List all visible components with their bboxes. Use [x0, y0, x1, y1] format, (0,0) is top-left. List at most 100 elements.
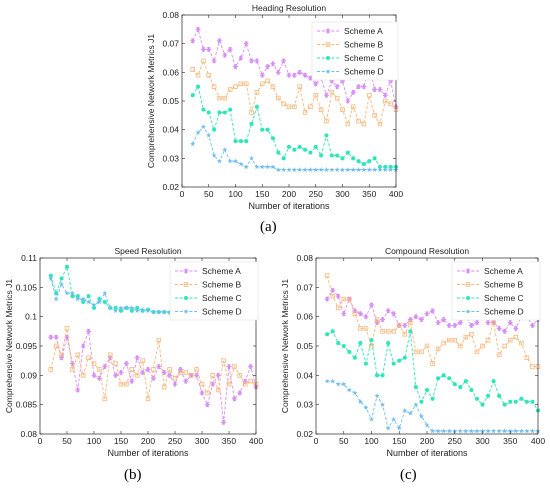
- data-point: [377, 87, 383, 93]
- data-point: [118, 381, 124, 387]
- data-point: [59, 276, 64, 281]
- data-point: [323, 92, 329, 98]
- data-point: [329, 78, 335, 84]
- legend-marker: [325, 55, 331, 61]
- y-tick-label: 0.03: [162, 153, 179, 163]
- data-point: [355, 167, 362, 173]
- data-point: [206, 46, 212, 52]
- data-point: [91, 372, 97, 378]
- data-point: [372, 87, 378, 93]
- y-tick-label: 0.1: [25, 312, 37, 322]
- data-point: [107, 305, 113, 311]
- legend-item: Scheme D: [175, 307, 242, 317]
- data-point: [227, 158, 233, 164]
- data-point: [226, 364, 232, 370]
- legend-label: Scheme B: [202, 280, 242, 290]
- data-point: [502, 402, 507, 407]
- data-point: [446, 428, 452, 434]
- x-tick-label: 50: [339, 436, 349, 446]
- y-axis-label: Comprehensive Network Metrics J1: [4, 279, 14, 413]
- data-point: [351, 156, 356, 161]
- data-point: [507, 337, 513, 343]
- data-point: [248, 378, 253, 384]
- data-point: [366, 167, 372, 173]
- data-point: [374, 317, 380, 322]
- data-point: [375, 373, 380, 378]
- data-point: [265, 127, 270, 132]
- data-point: [435, 320, 441, 326]
- y-tick-label: 0.02: [296, 429, 313, 439]
- legend: Scheme A Scheme B Scheme C Scheme D: [311, 21, 399, 81]
- x-tick-label: 250: [168, 436, 182, 446]
- data-point: [413, 314, 419, 320]
- data-point: [363, 326, 369, 331]
- data-point: [244, 139, 249, 144]
- legend-box: [169, 261, 259, 321]
- data-point: [413, 349, 419, 355]
- data-point: [452, 428, 458, 434]
- data-point: [118, 308, 124, 313]
- series-scheme-b: [48, 326, 259, 402]
- data-point: [210, 381, 216, 387]
- data-point: [297, 84, 302, 89]
- data-point: [367, 159, 372, 164]
- data-point: [210, 373, 216, 378]
- data-point: [339, 167, 346, 173]
- data-point: [281, 58, 287, 64]
- x-tick-label: 100: [364, 436, 378, 446]
- data-point: [227, 87, 233, 92]
- legend-label: Scheme C: [202, 293, 242, 303]
- data-point: [380, 329, 385, 334]
- data-point: [496, 325, 502, 331]
- data-point: [377, 121, 383, 127]
- data-point: [118, 369, 124, 375]
- series-line: [327, 380, 538, 432]
- data-point: [513, 428, 519, 434]
- series-scheme-d: [190, 124, 399, 173]
- data-point: [350, 167, 356, 173]
- data-point: [361, 121, 367, 127]
- data-point: [254, 164, 260, 170]
- y-tick-label: 0.04: [296, 370, 313, 380]
- data-point: [206, 72, 212, 78]
- data-point: [356, 159, 361, 164]
- data-point: [81, 299, 86, 305]
- data-point: [382, 92, 388, 98]
- data-point: [424, 343, 430, 349]
- data-point: [97, 367, 102, 372]
- legend-item: Scheme C: [457, 293, 524, 303]
- data-point: [302, 167, 308, 173]
- data-point: [48, 334, 54, 340]
- data-point: [388, 167, 394, 173]
- data-point: [519, 340, 524, 346]
- y-tick-label: 0.05: [296, 341, 313, 351]
- data-point: [341, 381, 347, 387]
- data-point: [324, 133, 329, 138]
- data-point: [233, 84, 238, 89]
- x-tick-label: 350: [222, 436, 236, 446]
- data-point: [502, 428, 508, 434]
- data-point: [335, 153, 340, 158]
- data-point: [335, 381, 341, 387]
- data-point: [113, 361, 118, 366]
- data-point: [156, 309, 162, 315]
- y-tick-label: 0.11: [21, 253, 37, 263]
- data-point: [177, 366, 183, 372]
- data-point: [140, 358, 145, 363]
- data-point: [302, 72, 308, 78]
- data-point: [145, 366, 151, 372]
- data-point: [334, 167, 340, 173]
- data-point: [265, 78, 270, 84]
- data-point: [80, 296, 86, 302]
- data-point: [221, 358, 226, 363]
- legend-marker: [183, 268, 189, 274]
- data-point: [345, 167, 351, 173]
- data-point: [217, 95, 222, 101]
- legend-marker: [325, 28, 331, 34]
- data-point: [345, 98, 351, 104]
- data-point: [452, 322, 458, 328]
- data-point: [167, 367, 172, 372]
- data-point: [377, 167, 383, 173]
- data-point: [418, 317, 424, 323]
- data-point: [524, 428, 530, 434]
